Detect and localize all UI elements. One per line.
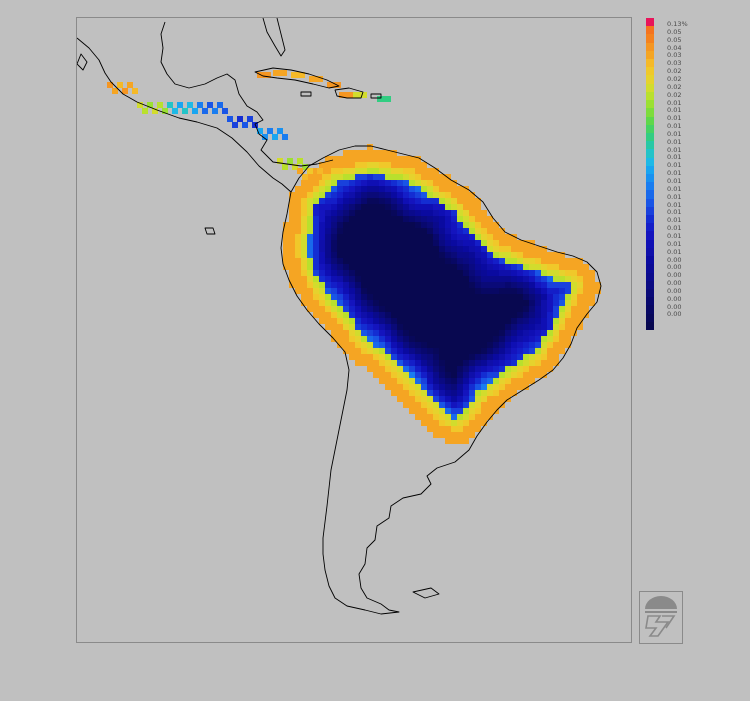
color-scale-label: 0.01 <box>667 145 682 154</box>
color-scale-swatch <box>646 182 654 191</box>
color-scale-label: 0.05 <box>667 27 682 36</box>
color-scale-label: 0.00 <box>667 279 682 288</box>
precipitation-map[interactable] <box>77 18 632 643</box>
color-scale-label: 0.02 <box>667 74 682 83</box>
institution-logo-icon <box>639 591 683 644</box>
color-scale-swatch <box>646 18 654 27</box>
color-scale-swatch <box>646 59 654 68</box>
color-scale-swatch <box>646 149 654 159</box>
color-scale-label: 0.00 <box>667 310 682 319</box>
color-scale-swatch <box>646 297 654 306</box>
color-scale-label: 0.01 <box>667 216 682 225</box>
color-scale-swatch <box>646 256 654 265</box>
color-scale-label: 0.01 <box>667 153 682 162</box>
color-scale-swatch <box>646 34 654 44</box>
color-scale-label: 0.01 <box>667 114 682 123</box>
color-scale-swatch <box>646 108 654 118</box>
color-scale-swatch <box>646 91 654 101</box>
color-scale-label: 0.01 <box>667 106 682 115</box>
color-scale-swatch <box>646 190 654 200</box>
color-scale-label: 0.01 <box>667 161 682 170</box>
coastline-outline <box>77 18 602 615</box>
color-scale-label: 0.03 <box>667 59 682 68</box>
color-scale-swatch <box>646 50 654 60</box>
color-scale-label: 0.01 <box>667 231 682 240</box>
color-scale-label: 0.01 <box>667 192 682 201</box>
color-scale-swatch <box>646 157 654 167</box>
color-scale-swatch <box>646 26 654 35</box>
color-scale-label: 0.04 <box>667 43 682 52</box>
color-scale-label: 0.02 <box>667 82 682 91</box>
color-scale-swatch <box>646 100 654 109</box>
color-scale-swatch <box>646 264 654 274</box>
color-scale-label: 0.01 <box>667 208 682 217</box>
color-scale-label: 0.00 <box>667 294 682 303</box>
color-scale-swatch <box>646 67 654 76</box>
color-scale-label: 0.01 <box>667 177 682 185</box>
color-scale-label: 0.00 <box>667 286 682 295</box>
color-scale-swatch <box>646 116 654 126</box>
color-scale-swatch <box>646 215 654 224</box>
color-scale-swatch <box>646 141 654 150</box>
color-scale-swatch <box>646 239 654 249</box>
map-panel[interactable] <box>76 17 632 643</box>
color-scale-label: 0.05 <box>667 35 682 44</box>
color-scale-label: 0.01 <box>667 137 682 146</box>
color-scale-swatch <box>646 132 654 142</box>
color-scale-label: 0.01 <box>667 200 682 209</box>
color-scale-swatch <box>646 83 654 93</box>
color-scale-label: 0.01 <box>667 184 682 193</box>
color-scale-label: 0.03 <box>667 51 682 60</box>
color-scale-swatch <box>646 231 654 241</box>
color-scale-swatch <box>646 124 654 134</box>
color-scale-swatch <box>646 42 654 52</box>
color-scale-swatch <box>646 305 654 315</box>
color-scale-swatch <box>646 288 654 298</box>
color-scale-swatch <box>646 280 654 290</box>
color-scale-swatch <box>646 223 654 232</box>
color-scale-swatch <box>646 272 654 282</box>
color-scale-swatch <box>646 165 654 175</box>
color-scale-label: 0.00 <box>667 263 682 272</box>
color-scale-label: 0.00 <box>667 302 682 311</box>
color-scale-label: 0.02 <box>667 90 682 99</box>
color-scale-bar <box>646 18 654 331</box>
color-scale-label: 0.01 <box>667 129 682 138</box>
color-scale-swatch <box>646 247 654 257</box>
color-scale-swatch <box>646 321 654 331</box>
color-scale-label: 0.01 <box>667 98 682 107</box>
color-scale-label: 0.02 <box>667 67 682 76</box>
color-scale-label: 0.01 <box>667 247 682 256</box>
color-scale-swatch <box>646 174 654 183</box>
color-scale-label: 0.01 <box>667 239 682 248</box>
color-scale-label: 0.13% <box>667 20 688 28</box>
color-scale-label: 0.01 <box>667 224 682 233</box>
color-scale-label: 0.01 <box>667 122 682 131</box>
data-grid-cells <box>107 70 601 444</box>
color-scale-swatch <box>646 75 654 85</box>
color-scale-label: 0.00 <box>667 271 682 280</box>
color-scale-swatch <box>646 206 654 216</box>
color-scale-swatch <box>646 313 654 323</box>
color-scale-swatch <box>646 198 654 208</box>
color-scale-label: 0.00 <box>667 255 682 264</box>
color-scale-label: 0.01 <box>667 169 682 178</box>
